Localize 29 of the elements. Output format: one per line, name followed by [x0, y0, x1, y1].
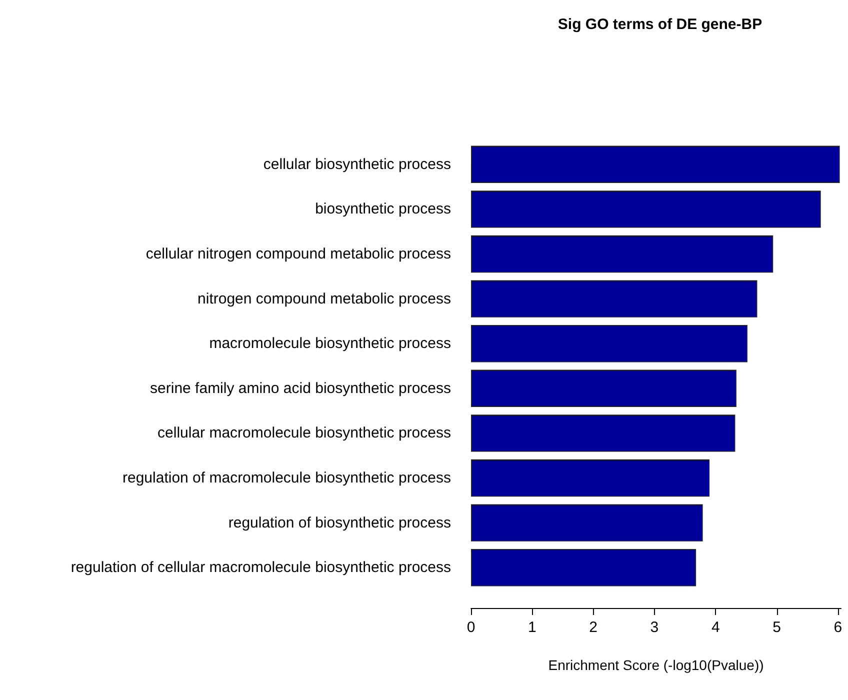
bar — [471, 549, 696, 586]
x-tick-label: 2 — [589, 619, 598, 636]
x-tick-label: 1 — [528, 619, 536, 636]
bar — [471, 146, 840, 183]
y-tick-label: regulation of macromolecule biosynthetic process — [122, 470, 451, 486]
x-axis-title: Enrichment Score (-log10(Pvalue)) — [548, 657, 764, 673]
bar — [471, 190, 821, 228]
y-tick-label: nitrogen compound metabolic process — [198, 290, 451, 308]
x-tick-label: 5 — [772, 619, 781, 636]
bar — [471, 504, 703, 542]
y-tick-label: cellular macromolecule biosynthetic process — [158, 424, 451, 442]
y-tick-label: biosynthetic process — [315, 200, 451, 218]
bar — [471, 235, 774, 273]
x-tick-label: 6 — [834, 619, 842, 636]
chart-title: Sig GO terms of DE gene-BP — [558, 16, 762, 33]
x-tick-label: 4 — [711, 619, 720, 636]
bar — [471, 280, 758, 318]
y-tick-label: cellular biosynthetic process — [263, 156, 451, 173]
y-tick-label: cellular nitrogen compound metabolic process — [146, 246, 451, 262]
y-tick-label: macromolecule biosynthetic process — [209, 335, 451, 352]
x-tick-label: 0 — [466, 619, 476, 636]
bar — [471, 325, 748, 362]
bar — [471, 459, 710, 497]
bar — [471, 370, 736, 407]
x-tick-label: 3 — [650, 619, 659, 636]
y-tick-label: serine family amino acid biosynthetic process — [150, 380, 451, 397]
y-tick-label: regulation of biosynthetic process — [228, 514, 451, 532]
bar — [471, 414, 736, 452]
y-tick-label: regulation of cellular macromolecule biosynthetic process — [70, 559, 451, 576]
